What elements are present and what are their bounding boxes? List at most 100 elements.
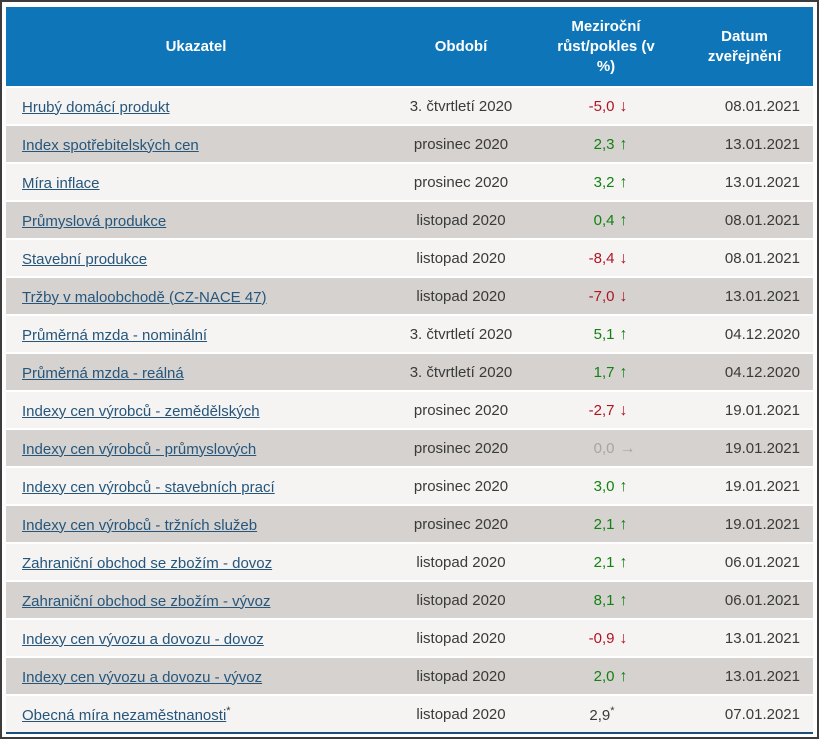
indicator-cell: Indexy cen výrobců - průmyslových (6, 428, 386, 466)
indicator-link[interactable]: Zahraniční obchod se zbožím - vývoz (22, 592, 271, 610)
period-cell: listopad 2020 (386, 276, 536, 314)
period-cell: prosinec 2020 (386, 390, 536, 428)
value-cell: 2,9* (536, 694, 676, 732)
period-cell: listopad 2020 (386, 694, 536, 732)
trend-arrow-icon: ↓ (619, 250, 628, 267)
period-cell: 3. čtvrtletí 2020 (386, 86, 536, 124)
indicator-link[interactable]: Indexy cen vývozu a dovozu - dovoz (22, 630, 264, 648)
table-row: Hrubý domácí produkt 3. čtvrtletí 2020 -… (6, 86, 813, 124)
date-cell: 08.01.2021 (676, 238, 813, 276)
indicator-cell: Indexy cen výrobců - zemědělských (6, 390, 386, 428)
table-row: Průměrná mzda - nominální 3. čtvrtletí 2… (6, 314, 813, 352)
indicator-cell: Indexy cen vývozu a dovozu - dovoz (6, 618, 386, 656)
table-row: Zahraniční obchod se zbožím - dovoz list… (6, 542, 813, 580)
date-cell: 19.01.2021 (676, 504, 813, 542)
trend-arrow-icon: ↑ (619, 136, 628, 153)
period-cell: 3. čtvrtletí 2020 (386, 314, 536, 352)
indicator-cell: Indexy cen vývozu a dovozu - vývoz (6, 656, 386, 694)
date-cell: 13.01.2021 (676, 276, 813, 314)
value-number: 5,1 (593, 326, 615, 343)
period-cell: listopad 2020 (386, 580, 536, 618)
table-row: Stavební produkce listopad 2020 -8,4 ↓ 08… (6, 238, 813, 276)
table-row: Průmyslová produkce listopad 2020 0,4 ↑ 0… (6, 200, 813, 238)
value-number: 2,0 (593, 668, 615, 685)
indicator-link[interactable]: Indexy cen výrobců - stavebních prací (22, 478, 275, 496)
date-cell: 13.01.2021 (676, 124, 813, 162)
trend-arrow-icon: ↑ (619, 592, 628, 609)
value-cell: 3,0 ↑ (536, 466, 676, 504)
table-row: Indexy cen výrobců - tržních služeb pros… (6, 504, 813, 542)
indicators-table: Ukazatel Období Meziroční růst/pokles (v… (6, 7, 813, 734)
indicator-cell: Hrubý domácí produkt (6, 86, 386, 124)
value-cell: 5,1 ↑ (536, 314, 676, 352)
value-number: 3,0 (593, 478, 615, 495)
indicator-link[interactable]: Indexy cen výrobců - zemědělských (22, 402, 260, 420)
period-cell: prosinec 2020 (386, 466, 536, 504)
date-cell: 13.01.2021 (676, 618, 813, 656)
indicator-link[interactable]: Obecná míra nezaměstnanosti (22, 706, 227, 724)
column-header-indicator: Ukazatel (6, 7, 386, 86)
date-cell: 04.12.2020 (676, 352, 813, 390)
value-cell: 1,7 ↑ (536, 352, 676, 390)
indicator-link[interactable]: Stavební produkce (22, 250, 148, 268)
value-cell: -2,7 ↓ (536, 390, 676, 428)
value-number: 2,1 (593, 516, 615, 533)
trend-arrow-icon: ↑ (619, 326, 628, 343)
period-cell: listopad 2020 (386, 542, 536, 580)
indicator-link[interactable]: Indexy cen výrobců - tržních služeb (22, 516, 258, 534)
period-cell: listopad 2020 (386, 238, 536, 276)
value-number: -8,4 (588, 250, 615, 267)
period-cell: 3. čtvrtletí 2020 (386, 352, 536, 390)
table-header-row: Ukazatel Období Meziroční růst/pokles (v… (6, 7, 813, 86)
value-cell: 3,2 ↑ (536, 162, 676, 200)
indicator-cell: Indexy cen výrobců - stavebních prací (6, 466, 386, 504)
date-cell: 07.01.2021 (676, 694, 813, 732)
trend-arrow-icon: ↓ (619, 98, 628, 115)
value-cell: 0,0 → (536, 428, 676, 466)
indicator-link[interactable]: Indexy cen vývozu a dovozu - vývoz (22, 668, 263, 686)
value-cell: -7,0 ↓ (536, 276, 676, 314)
value-cell: 0,4 ↑ (536, 200, 676, 238)
table-row: Indexy cen výrobců - průmyslových prosin… (6, 428, 813, 466)
value-number: 2,3 (593, 136, 615, 153)
indicator-link[interactable]: Tržby v maloobchodě (CZ-NACE 47) (22, 288, 267, 306)
indicator-cell: Stavební produkce (6, 238, 386, 276)
date-cell: 19.01.2021 (676, 466, 813, 504)
indicator-link[interactable]: Index spotřebitelských cen (22, 136, 199, 154)
value-number: -2,7 (588, 402, 615, 419)
value-number: 0,0 (593, 440, 615, 457)
indicator-link[interactable]: Indexy cen výrobců - průmyslových (22, 440, 257, 458)
indicator-link[interactable]: Průmyslová produkce (22, 212, 167, 230)
date-cell: 08.01.2021 (676, 200, 813, 238)
indicator-link[interactable]: Míra inflace (22, 174, 100, 192)
table-row: Tržby v maloobchodě (CZ-NACE 47) listopa… (6, 276, 813, 314)
date-cell: 19.01.2021 (676, 428, 813, 466)
value-number: -0,9 (588, 630, 615, 647)
trend-arrow-icon: ↓ (619, 288, 628, 305)
indicator-link[interactable]: Průměrná mzda - nominální (22, 326, 208, 344)
value-number: 2,1 (593, 554, 615, 571)
period-cell: prosinec 2020 (386, 504, 536, 542)
trend-arrow-icon: ↑ (619, 516, 628, 533)
value-cell: 8,1 ↑ (536, 580, 676, 618)
indicator-link[interactable]: Zahraniční obchod se zbožím - dovoz (22, 554, 273, 572)
table-row: Indexy cen vývozu a dovozu - dovoz listo… (6, 618, 813, 656)
indicator-link[interactable]: Průměrná mzda - reálná (22, 364, 184, 382)
indicator-cell: Míra inflace (6, 162, 386, 200)
indicator-cell: Zahraniční obchod se zbožím - vývoz (6, 580, 386, 618)
column-header-publish-date: Datum zveřejnění (676, 7, 813, 86)
indicator-link[interactable]: Hrubý domácí produkt (22, 98, 170, 116)
date-cell: 08.01.2021 (676, 86, 813, 124)
date-cell: 06.01.2021 (676, 580, 813, 618)
value-cell: 2,1 ↑ (536, 542, 676, 580)
table-row: Obecná míra nezaměstnanosti* listopad 20… (6, 694, 813, 732)
value-number: 1,7 (593, 364, 615, 381)
date-cell: 06.01.2021 (676, 542, 813, 580)
trend-arrow-icon: ↑ (619, 554, 628, 571)
indicator-cell: Index spotřebitelských cen (6, 124, 386, 162)
trend-arrow-icon: ↑ (619, 364, 628, 381)
date-cell: 19.01.2021 (676, 390, 813, 428)
period-cell: listopad 2020 (386, 200, 536, 238)
date-cell: 13.01.2021 (676, 162, 813, 200)
